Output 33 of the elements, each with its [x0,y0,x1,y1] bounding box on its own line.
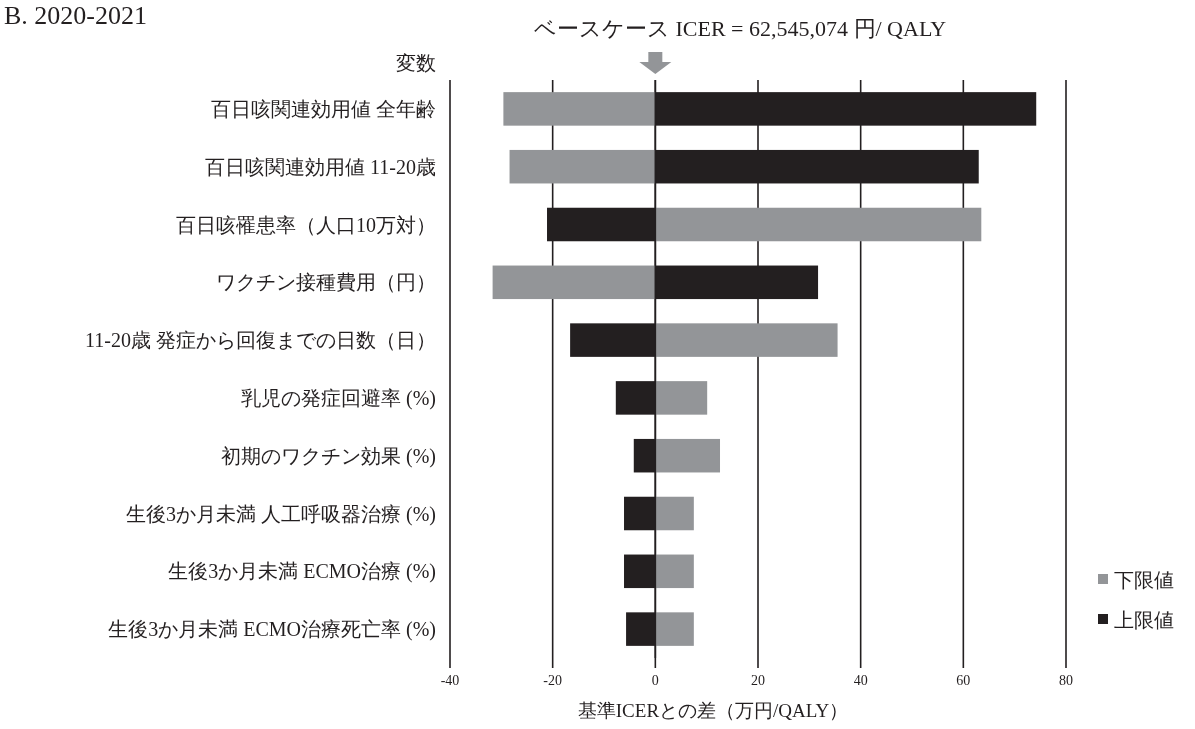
bar [509,149,656,184]
bar [655,496,694,531]
bar [655,612,694,646]
x-tick-label: -40 [440,673,460,688]
bar [503,92,656,126]
text: ベースケース ICER = 62,545,074 円/ QALY [533,16,947,41]
x-tick-label: 80 [1059,673,1073,688]
y-tick-label: 百日咳罹患率（人口10万対） [176,213,436,236]
y-tick-label: 11-20歳 発症から回復までの日数（日） [85,329,436,352]
y-tick-label: 乳児の発症回避率 (%) [241,386,436,410]
x-tick-label: 0 [651,673,659,688]
y-tick-label: 百日咳関連効用値 11-20歳 [205,155,436,178]
y-tick-label: 百日咳関連効用値 全年齢 [211,97,436,120]
x-tick-label: 60 [956,673,971,688]
bar [655,438,721,473]
y-axis-title: 変数 [396,52,436,74]
legend-label: 下限値 [1114,569,1174,591]
y-tick-label: 生後3か月未満 ECMO治療死亡率 (%) [108,618,436,642]
bar [655,323,838,357]
text: B. 2020-2021 [4,1,147,30]
bar [655,381,708,415]
x-tick-label: 20 [751,673,765,688]
y-tick-label: 初期のワクチン効果 (%) [221,444,436,468]
y-tick-label: ワクチン接種費用（円） [216,271,436,294]
bar [655,554,694,589]
legend-label: 上限値 [1114,609,1174,631]
bar [492,265,656,300]
y-tick-label: 生後3か月未満 ECMO治療 (%) [168,560,436,584]
x-tick-label: -20 [543,673,562,688]
bar [655,207,982,242]
y-tick-label: 生後3か月未満 人工呼吸器治療 (%) [126,502,436,526]
x-tick-label: 40 [853,673,868,688]
x-axis-title: 基準ICERとの差（万円/QALY） [577,700,849,721]
